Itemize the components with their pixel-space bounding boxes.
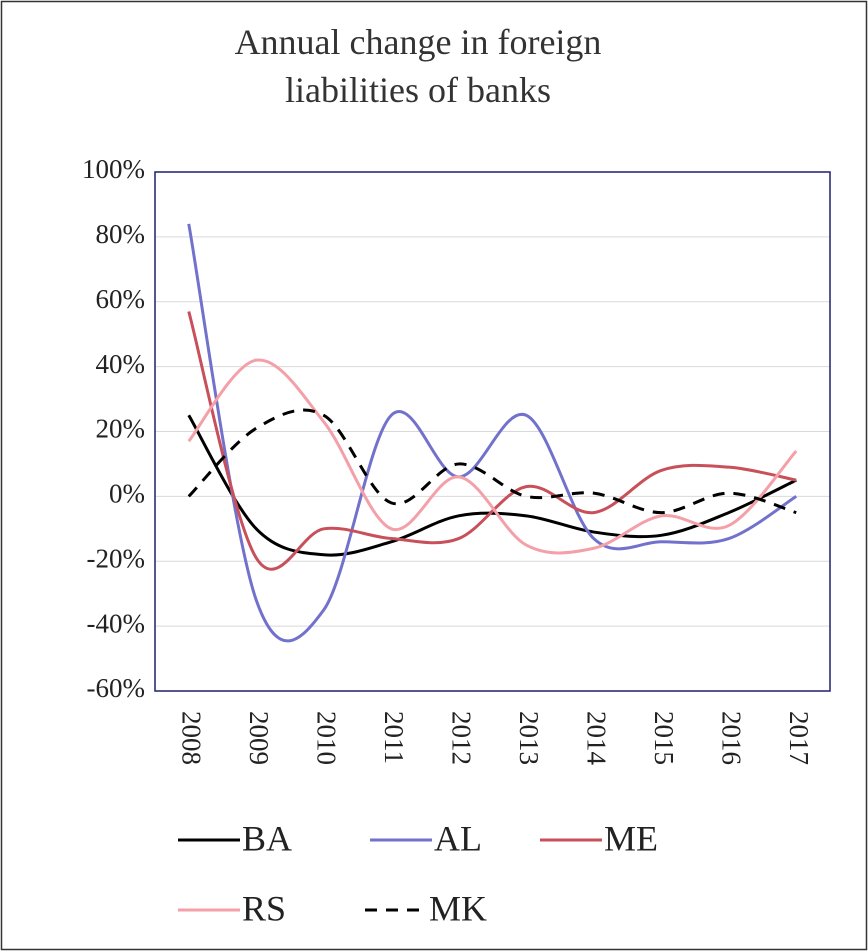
y-tick-label: 20% (96, 414, 146, 444)
y-tick-label: -20% (87, 543, 145, 573)
x-tick-label: 2013 (514, 711, 544, 765)
legend-label: AL (434, 818, 482, 858)
x-tick-label: 2010 (312, 711, 342, 765)
legend-label: RS (242, 888, 286, 928)
x-tick-label: 2015 (649, 711, 679, 765)
series-line (187, 408, 797, 515)
y-tick-label: 0% (109, 479, 145, 509)
x-tick-label: 2008 (177, 711, 207, 765)
y-tick-label: -60% (87, 673, 145, 703)
y-tick-label: 80% (96, 219, 146, 249)
legend-label: BA (242, 818, 292, 858)
legend-label: MK (429, 888, 487, 928)
series-line (187, 358, 798, 555)
chart-title: Annual change in foreign liabilities of … (234, 22, 602, 110)
x-tick-label: 2011 (379, 711, 409, 764)
x-tick-label: 2017 (784, 711, 814, 765)
x-tick-label: 2012 (447, 711, 477, 765)
y-tick-label: 100% (82, 154, 145, 184)
y-tick-label: -40% (87, 608, 145, 638)
x-tick-label: 2016 (717, 711, 747, 765)
y-tick-label: 60% (96, 284, 146, 314)
x-tick-label: 2014 (582, 711, 612, 766)
series-line (187, 223, 798, 643)
legend-label: ME (604, 818, 658, 858)
series-line (187, 311, 797, 571)
y-tick-label: 40% (96, 349, 146, 379)
series-line (187, 414, 797, 557)
x-tick-label: 2009 (244, 711, 274, 765)
plot-frame (154, 171, 831, 692)
